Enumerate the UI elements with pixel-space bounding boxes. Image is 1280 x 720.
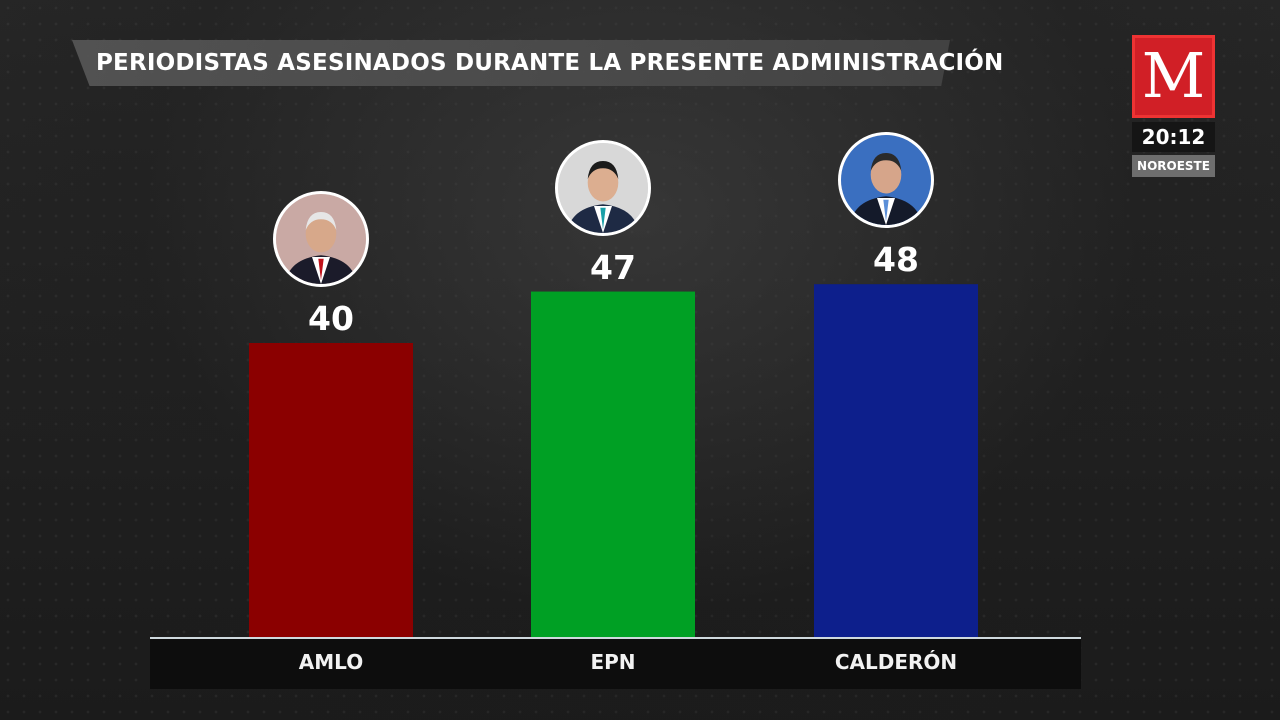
portrait-calderon-icon: [838, 132, 934, 229]
x-tick-label: CALDERÓN: [834, 650, 958, 674]
data-label: 40: [308, 299, 354, 338]
x-tick-label: AMLO: [298, 650, 364, 674]
logo-letter: M: [1141, 39, 1206, 112]
x-axis-band: [150, 637, 1081, 689]
bar-caldern: [814, 284, 978, 637]
portrait-epn-icon: [555, 139, 651, 236]
portrait-amlo-icon: [273, 191, 369, 287]
milenio-logo: M: [1132, 35, 1215, 118]
data-label: 47: [590, 247, 636, 287]
chart-title: PERIODISTAS ASESINADOS DURANTE LA PRESEN…: [96, 50, 1004, 76]
region-badge: NOROESTE: [1132, 155, 1215, 177]
clock-time: 20:12: [1132, 122, 1215, 152]
bar-epn: [531, 291, 695, 637]
bar-amlo: [249, 343, 413, 637]
data-label: 48: [873, 240, 919, 280]
title-banner: [72, 40, 950, 86]
x-tick-label: EPN: [590, 650, 636, 674]
